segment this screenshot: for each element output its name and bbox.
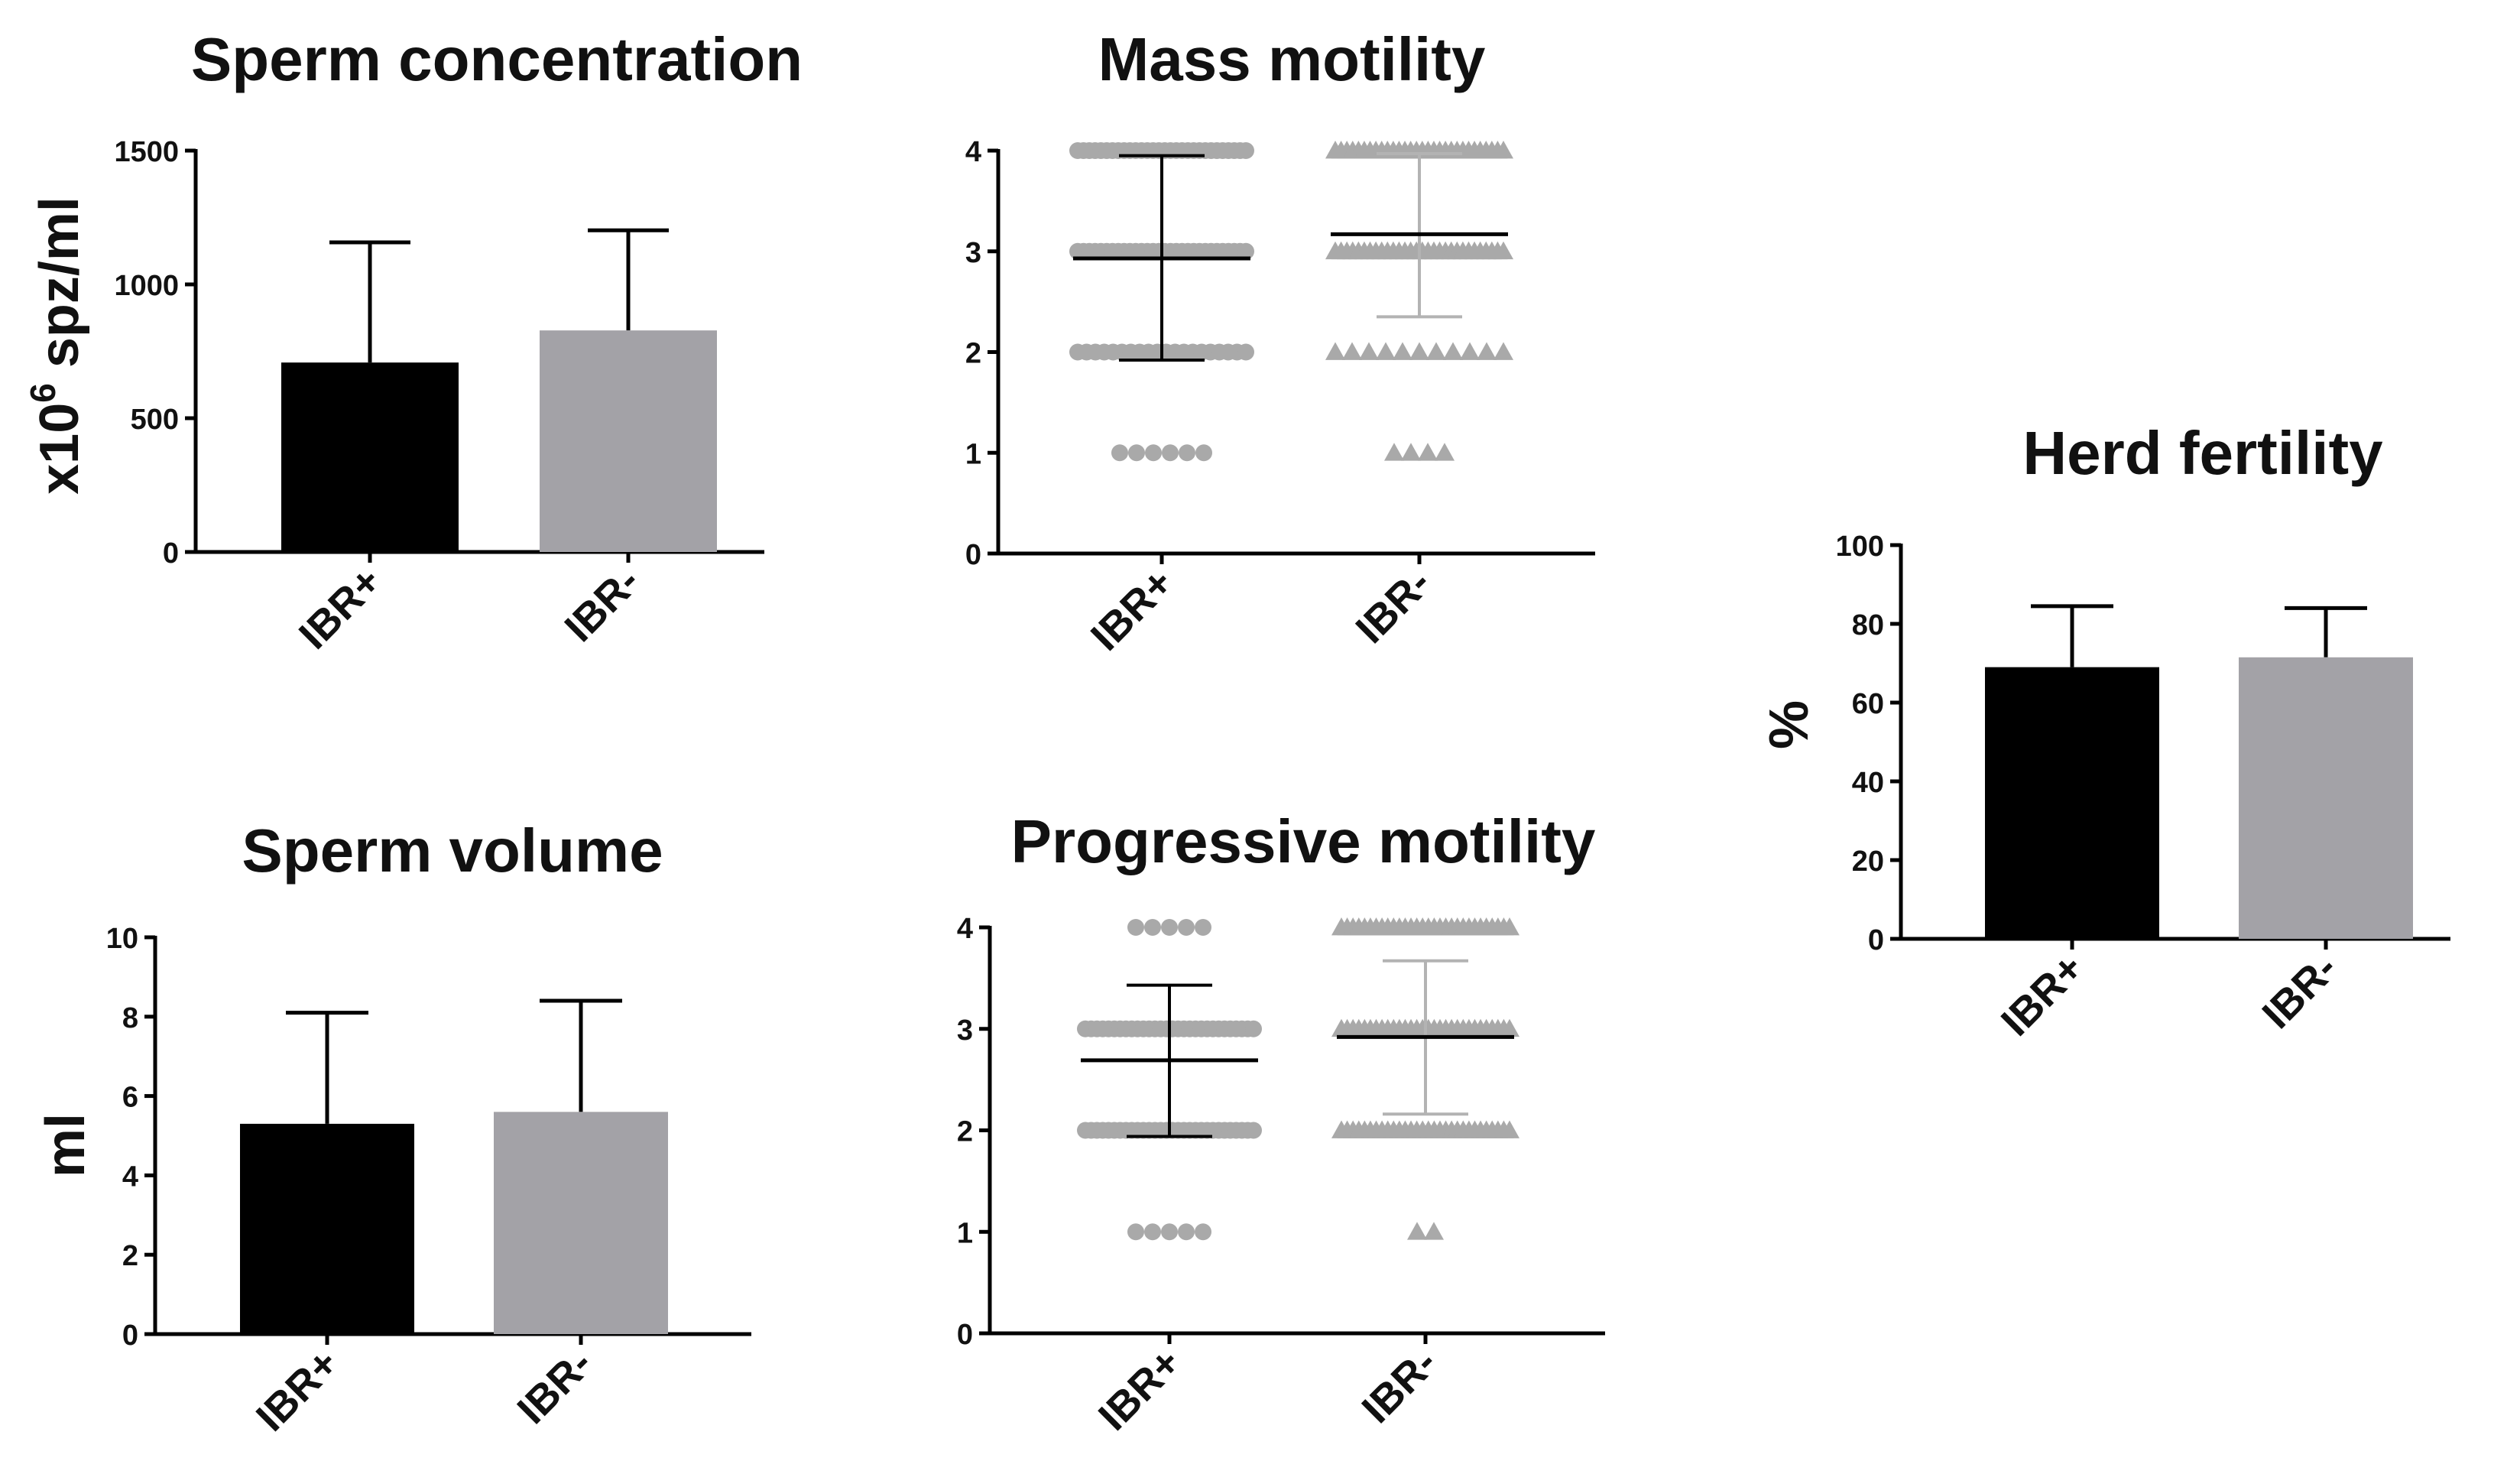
sperm_volume-y-tick-label: 6 <box>122 1082 138 1114</box>
sperm_concentration-category-label: IBR+ <box>290 558 390 657</box>
progressive_motility-y-tick-label: 1 <box>957 1217 973 1249</box>
progressive_motility-data-point <box>1500 1120 1519 1138</box>
sperm_concentration-y-tick-label: 1500 <box>114 136 179 168</box>
mass_motility-data-point <box>1342 342 1362 360</box>
herd_fertility-bar <box>1985 667 2159 939</box>
progressive_motility-data-point <box>1127 1223 1144 1241</box>
progressive_motility-y-tick-label: 4 <box>957 913 973 945</box>
progressive_motility-data-point <box>1195 1223 1211 1241</box>
sperm_volume-y-tick-label: 10 <box>106 923 138 955</box>
sperm_concentration-category-label: IBR- <box>556 558 649 651</box>
mass_motility-data-point <box>1237 142 1254 159</box>
sperm_concentration-bar <box>281 362 459 552</box>
sperm_volume-bar <box>240 1123 414 1334</box>
mass_motility-data-point <box>1460 342 1480 360</box>
sperm-concentration-ylabel: x106 spz/ml <box>23 196 90 495</box>
mass_motility-y-tick-label: 0 <box>965 539 981 571</box>
herd-fertility-title: Herd fertility <box>2022 419 2383 487</box>
mass_motility-data-point <box>1162 444 1179 462</box>
sperm_concentration-y-tick-label: 1000 <box>114 270 179 302</box>
progressive_motility-data-point <box>1500 1018 1519 1037</box>
progressive_motility-category-label: IBR- <box>1354 1339 1446 1432</box>
sperm-volume-title: Sperm volume <box>242 817 663 885</box>
mass_motility-data-point <box>1325 342 1345 360</box>
mass_motility-data-point <box>1443 342 1463 360</box>
mass_motility-data-point <box>1376 342 1396 360</box>
mass_motility-category-label: IBR+ <box>1082 560 1182 659</box>
progressive_motility-data-point <box>1195 919 1211 936</box>
herd-fertility-panel: Herd fertility % 0 20 40 60 80 100 IBR+ IBR- <box>1759 419 2450 1045</box>
progressive_motility-y-tick-label: 3 <box>957 1015 973 1047</box>
mass_motility-data-point <box>1477 342 1497 360</box>
mass_motility-data-point <box>1359 342 1379 360</box>
herd_fertility-bar <box>2239 657 2413 939</box>
sperm_concentration-y-tick-label: 500 <box>131 404 179 436</box>
herd_fertility-y-tick-label: 20 <box>1852 846 1884 878</box>
mass_motility-data-point <box>1494 141 1513 159</box>
herd_fertility-y-tick-label: 80 <box>1852 609 1884 641</box>
sperm_volume-y-tick-label: 0 <box>122 1320 138 1352</box>
herd_fertility-y-tick-label: 40 <box>1852 767 1884 799</box>
mass_motility-data-point <box>1418 443 1438 461</box>
mass_motility-data-point <box>1237 343 1254 361</box>
mass_motility-data-point <box>1393 342 1412 360</box>
mass_motility-data-point <box>1401 443 1421 461</box>
sperm_volume-y-tick-label: 4 <box>122 1161 138 1193</box>
herd_fertility-y-tick-label: 0 <box>1868 924 1884 956</box>
sperm-volume-panel: Sperm volume ml 0 2 4 6 8 10 IBR+ IBR- <box>35 817 751 1440</box>
mass_motility-data-point <box>1409 342 1429 360</box>
mass-motility-title: Mass motility <box>1098 25 1486 93</box>
mass_motility-data-point <box>1179 444 1195 462</box>
mass-motility-panel: Mass motility 0 1 2 3 4 IBR+ IBR- <box>965 25 1595 660</box>
mass_motility-data-point <box>1494 342 1513 360</box>
progressive_motility-data-point <box>1161 919 1178 936</box>
progressive_motility-data-point <box>1144 1223 1161 1241</box>
progressive_motility-data-point <box>1245 1122 1262 1139</box>
herd_fertility-category-label: IBR- <box>2254 945 2346 1037</box>
herd_fertility-y-tick-label: 100 <box>1836 531 1884 563</box>
sperm_volume-category-label: IBR+ <box>248 1340 347 1440</box>
mass_motility-data-point <box>1494 241 1513 260</box>
herd_fertility-y-tick-label: 60 <box>1852 688 1884 720</box>
progressive_motility-data-point <box>1144 919 1161 936</box>
sperm_concentration-bar <box>540 330 717 552</box>
herd_fertility-category-label: IBR+ <box>1993 945 2092 1044</box>
mass_motility-data-point <box>1111 444 1128 462</box>
sperm_volume-y-tick-label: 2 <box>122 1240 138 1272</box>
mass_motility-category-label: IBR- <box>1348 560 1440 652</box>
mass_motility-data-point <box>1195 444 1212 462</box>
mass_motility-data-point <box>1145 444 1162 462</box>
sperm-concentration-panel: Sperm concentration x106 spz/ml 0 500 1000… <box>23 25 803 658</box>
progressive_motility-data-point <box>1178 919 1195 936</box>
progressive_motility-data-point <box>1161 1223 1178 1241</box>
mass_motility-data-point <box>1237 242 1254 260</box>
progressive_motility-data-point <box>1178 1223 1195 1241</box>
sperm_volume-category-label: IBR- <box>509 1340 602 1433</box>
progressive-motility-panel: Progressive motility 0 1 2 3 4 IBR+ IBR- <box>957 807 1605 1440</box>
mass_motility-y-tick-label: 3 <box>965 237 981 269</box>
progressive_motility-data-point <box>1500 917 1519 936</box>
mass_motility-y-tick-label: 2 <box>965 338 981 370</box>
sperm-volume-ylabel: ml <box>35 1113 96 1177</box>
progressive_motility-y-tick-label: 2 <box>957 1116 973 1148</box>
mass_motility-data-point <box>1128 444 1145 462</box>
progressive_motility-data-point <box>1424 1222 1444 1240</box>
progressive_motility-category-label: IBR+ <box>1090 1339 1189 1439</box>
mass_motility-data-point <box>1426 342 1446 360</box>
mass_motility-y-tick-label: 1 <box>965 438 981 470</box>
progressive_motility-data-point <box>1407 1222 1427 1240</box>
progressive_motility-y-tick-label: 0 <box>957 1319 973 1351</box>
sperm-concentration-title: Sperm concentration <box>191 25 803 93</box>
mass_motility-y-tick-label: 4 <box>965 136 981 168</box>
progressive_motility-data-point <box>1245 1020 1262 1037</box>
progressive-motility-title: Progressive motility <box>1011 807 1596 875</box>
mass_motility-data-point <box>1384 443 1404 461</box>
sperm_volume-y-tick-label: 8 <box>122 1002 138 1034</box>
sperm_volume-bar <box>494 1112 668 1334</box>
progressive_motility-data-point <box>1127 919 1144 936</box>
sperm_concentration-y-tick-label: 0 <box>163 537 179 570</box>
herd-fertility-ylabel: % <box>1759 700 1820 749</box>
mass_motility-data-point <box>1435 443 1455 461</box>
